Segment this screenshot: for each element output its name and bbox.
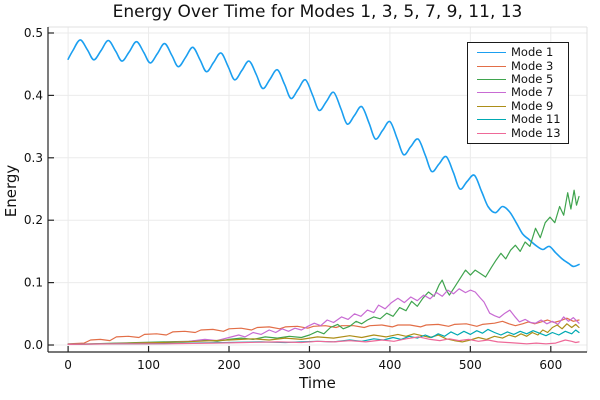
legend-label: Mode 5 <box>511 71 554 86</box>
y-tick-label: 0.3 <box>24 151 43 165</box>
y-axis-label: Energy <box>2 164 20 218</box>
legend-label: Mode 9 <box>511 98 554 113</box>
legend-line-swatch <box>477 65 506 67</box>
legend-line-swatch <box>477 92 506 94</box>
legend-label: Mode 13 <box>511 125 561 140</box>
legend: Mode 1 Mode 3 Mode 5 Mode 7 Mode 9 Mode 11 Mod… <box>467 42 569 144</box>
legend-line-swatch <box>477 132 506 134</box>
series-line-mode-7 <box>67 288 580 345</box>
series-line-mode-5 <box>67 189 580 345</box>
legend-label: Mode 1 <box>511 45 554 60</box>
legend-label: Mode 11 <box>511 112 561 127</box>
chart-title: Energy Over Time for Modes 1, 3, 5, 7, 9… <box>112 2 523 22</box>
y-tick-label: 0.5 <box>24 26 43 40</box>
legend-item-mode-5: Mode 5 <box>468 71 568 86</box>
legend-item-mode-11: Mode 11 <box>468 113 568 126</box>
y-tick-label: 0.1 <box>24 276 43 290</box>
x-axis-label: Time <box>299 374 336 392</box>
series-line-mode-3 <box>67 317 580 345</box>
x-tick-label: 0 <box>64 358 72 372</box>
x-tick-label: 400 <box>378 358 401 372</box>
legend-item-mode-9: Mode 9 <box>468 98 568 113</box>
x-tick-label: 200 <box>218 358 241 372</box>
legend-line-swatch <box>477 119 506 121</box>
legend-line-swatch <box>477 52 506 54</box>
legend-item-mode-3: Mode 3 <box>468 59 568 72</box>
x-tick-label: 300 <box>298 358 321 372</box>
legend-label: Mode 3 <box>511 58 554 73</box>
legend-item-mode-1: Mode 1 <box>468 46 568 59</box>
legend-label: Mode 7 <box>511 85 554 100</box>
legend-item-mode-7: Mode 7 <box>468 86 568 99</box>
x-tick-label: 600 <box>539 358 562 372</box>
series-line-mode-13 <box>67 336 580 345</box>
legend-line-swatch <box>477 78 506 80</box>
x-tick-label: 500 <box>459 358 482 372</box>
y-tick-label: 0.0 <box>24 338 43 352</box>
x-tick-label: 100 <box>137 358 160 372</box>
y-tick-label: 0.2 <box>24 213 43 227</box>
series-line-mode-1 <box>67 39 580 268</box>
legend-item-mode-13: Mode 13 <box>468 126 568 139</box>
legend-line-swatch <box>477 105 506 107</box>
y-tick-label: 0.4 <box>24 88 43 102</box>
